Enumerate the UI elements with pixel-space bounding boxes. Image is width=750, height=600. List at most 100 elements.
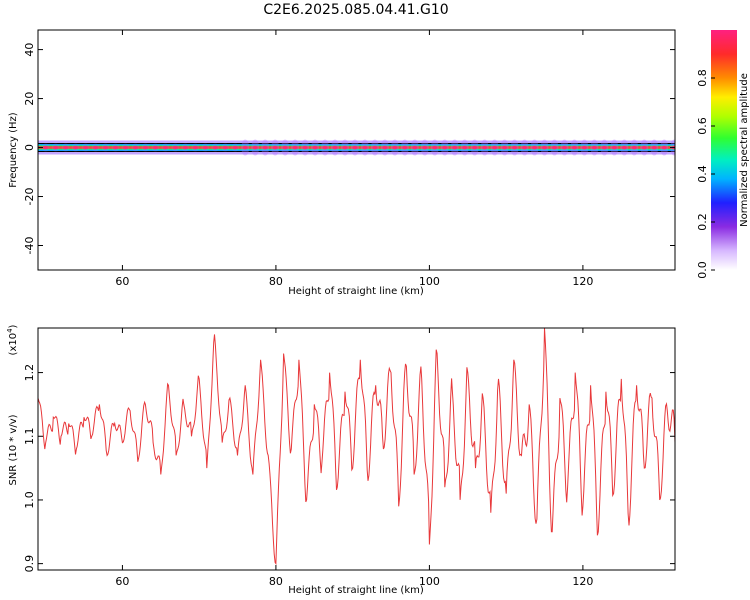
spectral-peak bbox=[452, 145, 458, 150]
snr-x-tick-label: 60 bbox=[115, 575, 129, 588]
spectral-peak bbox=[292, 145, 298, 150]
snr-plot-area bbox=[38, 328, 675, 566]
spectral-peak bbox=[83, 145, 89, 150]
spectrogram-x-tick-label: 100 bbox=[419, 275, 440, 288]
spectral-peak bbox=[332, 145, 338, 150]
snr-x-tick-label: 120 bbox=[572, 575, 593, 588]
spectral-peak bbox=[362, 145, 368, 150]
spectral-peak bbox=[272, 145, 278, 150]
spectral-peak bbox=[522, 145, 528, 150]
spectral-peak bbox=[242, 145, 248, 150]
spectral-peak bbox=[482, 145, 488, 150]
colorbar: 0.0 0.2 0.4 0.6 0.8 Normalized spectral ampl… bbox=[696, 30, 750, 279]
spectral-peak bbox=[172, 145, 178, 150]
spectral-peak bbox=[103, 145, 109, 150]
spectrogram-panel: 60 80 100 120 40 20 0 -20 -40 Height of straight… bbox=[8, 29, 676, 297]
spectral-peak bbox=[113, 145, 119, 150]
spectral-peak bbox=[502, 145, 508, 150]
spectral-peak bbox=[382, 145, 388, 150]
spectral-peak bbox=[212, 145, 218, 150]
spectral-peak bbox=[402, 145, 408, 150]
spectral-peak bbox=[142, 145, 148, 150]
spectral-peak bbox=[282, 145, 288, 150]
spectrogram-plot-area bbox=[38, 139, 675, 156]
spectral-peak bbox=[492, 145, 498, 150]
spectral-peak bbox=[472, 145, 478, 150]
colorbar-tick-label: 0.8 bbox=[696, 69, 709, 87]
spectral-peak bbox=[581, 145, 587, 150]
snr-axes: 60 80 100 120 1.2 1.1 1.0 0.9 bbox=[23, 328, 675, 588]
spectral-peak bbox=[252, 145, 258, 150]
spectrogram-y-tick-label: 40 bbox=[23, 43, 36, 57]
spectral-peak bbox=[651, 145, 657, 150]
spectral-peak bbox=[162, 145, 168, 150]
snr-panel: 60 80 100 120 1.2 1.1 1.0 0.9 Height of straigh… bbox=[6, 324, 676, 596]
spectral-peak bbox=[262, 145, 268, 150]
spectral-peak bbox=[641, 145, 647, 150]
spectral-peak bbox=[202, 145, 208, 150]
snr-y-tick-label: 1.2 bbox=[23, 364, 36, 382]
spectral-peak bbox=[591, 145, 597, 150]
snr-x-label: Height of straight line (km) bbox=[288, 585, 424, 596]
colorbar-scale bbox=[711, 30, 737, 270]
spectrogram-x-label: Height of straight line (km) bbox=[288, 286, 424, 297]
spectrogram-y-tick-label: 20 bbox=[23, 92, 36, 106]
spectral-peak bbox=[93, 145, 99, 150]
svg-text:(x104): (x104) bbox=[6, 324, 19, 355]
spectral-peak bbox=[222, 145, 228, 150]
spectral-peak bbox=[532, 145, 538, 150]
spectral-peak bbox=[232, 145, 238, 150]
spectrogram-x-tick-label: 120 bbox=[572, 275, 593, 288]
spectral-peak bbox=[312, 145, 318, 150]
colorbar-tick-label: 0.4 bbox=[696, 165, 709, 183]
snr-y-tick-label: 0.9 bbox=[23, 555, 36, 573]
spectral-peak bbox=[53, 145, 59, 150]
spectral-peak bbox=[552, 145, 558, 150]
spectrogram-frame bbox=[37, 29, 676, 271]
spectrogram-y-tick-label: -40 bbox=[23, 237, 36, 255]
spectrogram-y-tick-label: -20 bbox=[23, 188, 36, 206]
spectral-peak bbox=[182, 145, 188, 150]
spectral-peak bbox=[73, 145, 79, 150]
spectral-peak bbox=[661, 145, 667, 150]
spectral-peak bbox=[631, 145, 637, 150]
spectral-peak bbox=[63, 145, 69, 150]
colorbar-tick-label: 0.6 bbox=[696, 117, 709, 135]
colorbar-label: Normalized spectral amplitude bbox=[739, 73, 750, 227]
spectral-peak bbox=[601, 145, 607, 150]
spectrogram-y-tick-label: 0 bbox=[23, 144, 36, 151]
snr-y-label: SNR (10 * v/v) bbox=[8, 414, 19, 485]
snr-x-tick-label: 80 bbox=[269, 575, 283, 588]
chart-title: C2E6.2025.085.04.41.G10 bbox=[263, 2, 448, 18]
spectral-peak bbox=[462, 145, 468, 150]
snr-multiplier: (x104) bbox=[6, 324, 19, 355]
spectral-peak bbox=[422, 145, 428, 150]
snr-y-tick-label: 1.1 bbox=[23, 428, 36, 446]
spectral-peak bbox=[412, 145, 418, 150]
spectral-peak bbox=[322, 145, 328, 150]
spectrogram-x-tick-label: 80 bbox=[269, 275, 283, 288]
snr-x-tick-label: 100 bbox=[419, 575, 440, 588]
spectral-peak bbox=[132, 145, 138, 150]
snr-series-line bbox=[38, 328, 675, 566]
spectral-peak bbox=[302, 145, 308, 150]
spectral-peak bbox=[571, 145, 577, 150]
spectral-peak bbox=[512, 145, 518, 150]
spectral-peak bbox=[192, 145, 198, 150]
spectral-peak bbox=[561, 145, 567, 150]
spectral-peak bbox=[392, 145, 398, 150]
snr-frame bbox=[37, 327, 676, 571]
spectral-peak bbox=[43, 145, 49, 150]
spectral-peak bbox=[621, 145, 627, 150]
spectral-peak bbox=[352, 145, 358, 150]
spectral-peak bbox=[122, 145, 128, 150]
spectral-peak bbox=[611, 145, 617, 150]
spectral-peak bbox=[152, 145, 158, 150]
spectrogram-axes: 60 80 100 120 40 20 0 -20 -40 bbox=[23, 30, 675, 288]
spectral-peak bbox=[542, 145, 548, 150]
spectrogram-x-tick-label: 60 bbox=[115, 275, 129, 288]
spectral-peak bbox=[342, 145, 348, 150]
snr-y-tick-label: 1.0 bbox=[23, 491, 36, 509]
spectrogram-y-label: Frequency (Hz) bbox=[8, 112, 19, 188]
